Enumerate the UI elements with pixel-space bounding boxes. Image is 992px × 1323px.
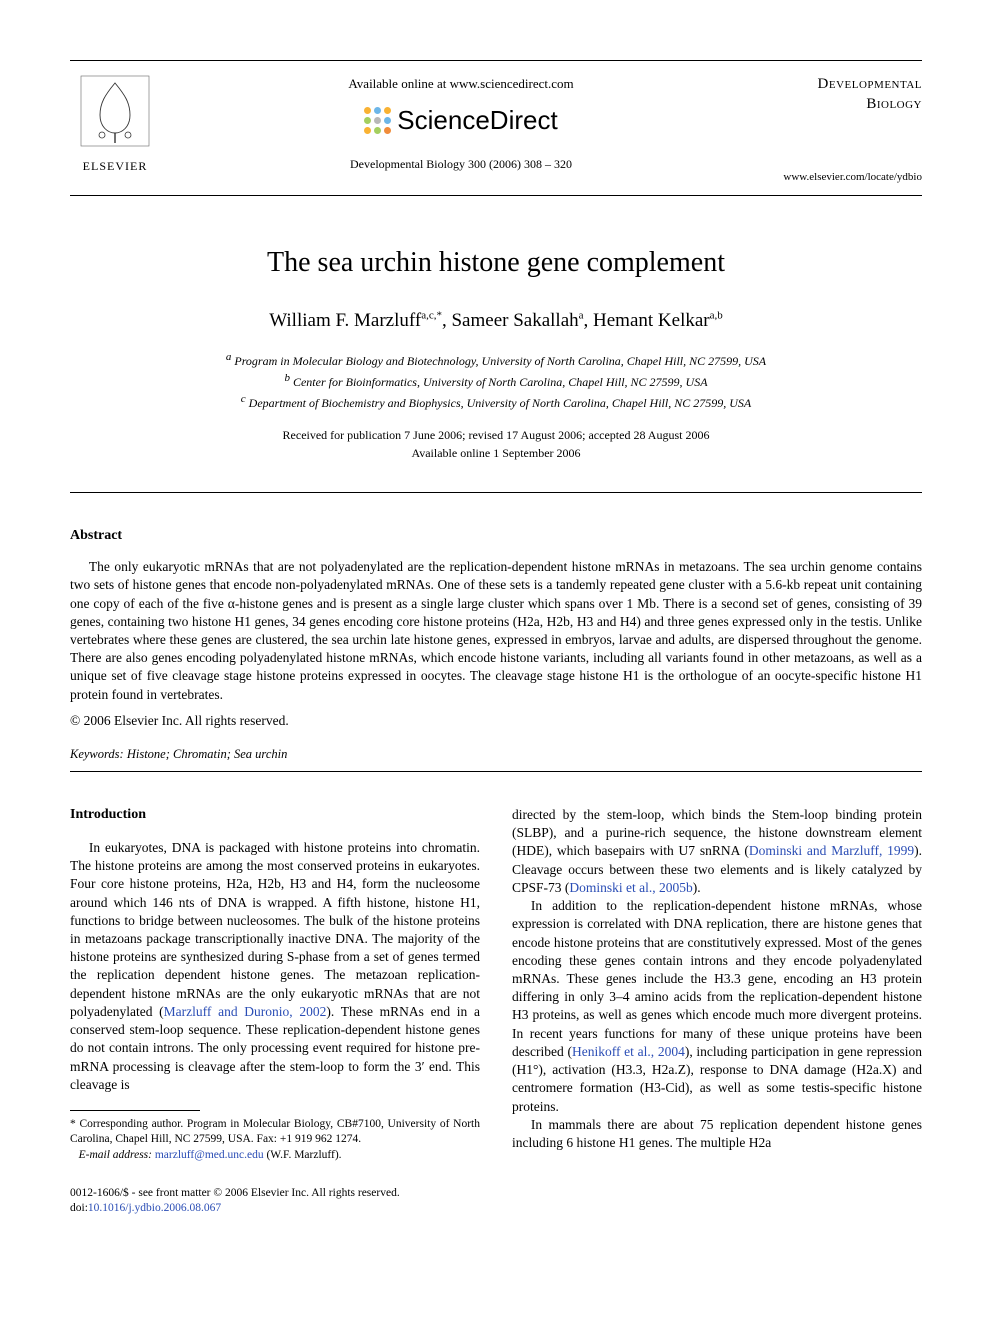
citation-link[interactable]: Henikoff et al., 2004 bbox=[572, 1044, 685, 1059]
author-2-affiliations: a bbox=[579, 309, 584, 321]
citation-link[interactable]: Dominski et al., 2005b bbox=[569, 880, 692, 895]
elsevier-tree-icon bbox=[70, 75, 160, 154]
author-2: Sameer Sakallah bbox=[451, 310, 578, 331]
intro-paragraph-1: In eukaryotes, DNA is packaged with hist… bbox=[70, 839, 480, 1094]
journal-header: ELSEVIER Available online at www.science… bbox=[70, 60, 922, 196]
intro-paragraph-3: In mammals there are about 75 replicatio… bbox=[512, 1116, 922, 1152]
affiliation-c: Department of Biochemistry and Biophysic… bbox=[249, 396, 752, 410]
corresponding-marker: * bbox=[436, 309, 442, 321]
header-center: Available online at www.sciencedirect.co… bbox=[160, 75, 762, 172]
journal-name-line2: Biology bbox=[866, 96, 922, 112]
doi-link[interactable]: 10.1016/j.ydbio.2006.08.067 bbox=[88, 1202, 221, 1214]
body-columns: Introduction In eukaryotes, DNA is packa… bbox=[70, 806, 922, 1217]
citation-link[interactable]: Marzluff and Duronio, 2002 bbox=[164, 1004, 327, 1019]
sciencedirect-logo: ScienceDirect bbox=[180, 103, 742, 138]
footnote-text: * Corresponding author. Program in Molec… bbox=[70, 1118, 480, 1146]
header-right: Developmental Biology www.elsevier.com/l… bbox=[762, 75, 922, 185]
author-1-affiliations: a,c, bbox=[421, 309, 436, 321]
journal-name: Developmental Biology bbox=[762, 75, 922, 114]
introduction-heading: Introduction bbox=[70, 806, 480, 825]
doi-line: doi:10.1016/j.ydbio.2006.08.067 bbox=[70, 1201, 480, 1217]
front-matter-line: 0012-1606/$ - see front matter © 2006 El… bbox=[70, 1186, 480, 1202]
text-run: In eukaryotes, DNA is packaged with hist… bbox=[70, 840, 480, 1019]
keywords-label: Keywords: bbox=[70, 747, 124, 761]
authors-line: William F. Marzluffa,c,*, Sameer Sakalla… bbox=[70, 308, 922, 334]
publisher-name: ELSEVIER bbox=[70, 158, 160, 174]
affiliation-a: Program in Molecular Biology and Biotech… bbox=[234, 354, 766, 368]
history-dates: Received for publication 7 June 2006; re… bbox=[70, 426, 922, 462]
keywords-values: Histone; Chromatin; Sea urchin bbox=[124, 747, 288, 761]
author-1: William F. Marzluff bbox=[269, 310, 421, 331]
copyright-line: © 2006 Elsevier Inc. All rights reserved… bbox=[70, 712, 922, 730]
journal-citation: Developmental Biology 300 (2006) 308 – 3… bbox=[180, 156, 742, 172]
available-online-text: Available online at www.sciencedirect.co… bbox=[180, 75, 742, 93]
author-3: Hemant Kelkar bbox=[593, 310, 710, 331]
article-title: The sea urchin histone gene complement bbox=[70, 244, 922, 282]
journal-name-line1: Developmental bbox=[818, 76, 922, 92]
footnote-separator bbox=[70, 1110, 200, 1111]
divider bbox=[70, 771, 922, 772]
left-column: Introduction In eukaryotes, DNA is packa… bbox=[70, 806, 480, 1217]
email-label: E-mail address: bbox=[79, 1149, 152, 1161]
divider bbox=[70, 492, 922, 493]
keywords-line: Keywords: Histone; Chromatin; Sea urchin bbox=[70, 746, 922, 763]
right-column: directed by the stem-loop, which binds t… bbox=[512, 806, 922, 1217]
sciencedirect-text: ScienceDirect bbox=[397, 103, 557, 138]
publisher-block: ELSEVIER bbox=[70, 75, 160, 174]
affiliation-b: Center for Bioinformatics, University of… bbox=[293, 375, 708, 389]
citation-link[interactable]: Dominski and Marzluff, 1999 bbox=[749, 843, 914, 858]
text-run: ). bbox=[693, 880, 701, 895]
abstract-heading: Abstract bbox=[70, 527, 922, 546]
email-link[interactable]: marzluff@med.unc.edu bbox=[155, 1149, 264, 1161]
text-run: In addition to the replication-dependent… bbox=[512, 898, 922, 1059]
dates-received: Received for publication 7 June 2006; re… bbox=[283, 428, 710, 442]
email-suffix: (W.F. Marzluff). bbox=[264, 1149, 342, 1161]
doi-label: doi: bbox=[70, 1202, 88, 1214]
author-3-affiliations: a,b bbox=[710, 309, 723, 321]
corresponding-footnote: * Corresponding author. Program in Molec… bbox=[70, 1117, 480, 1164]
sciencedirect-dots-icon bbox=[364, 107, 391, 134]
intro-paragraph-2: In addition to the replication-dependent… bbox=[512, 897, 922, 1116]
journal-url: www.elsevier.com/locate/ydbio bbox=[762, 170, 922, 185]
intro-paragraph-1-cont: directed by the stem-loop, which binds t… bbox=[512, 806, 922, 897]
dates-online: Available online 1 September 2006 bbox=[411, 446, 580, 460]
affiliations: a Program in Molecular Biology and Biote… bbox=[70, 349, 922, 412]
abstract-text: The only eukaryotic mRNAs that are not p… bbox=[70, 558, 922, 704]
